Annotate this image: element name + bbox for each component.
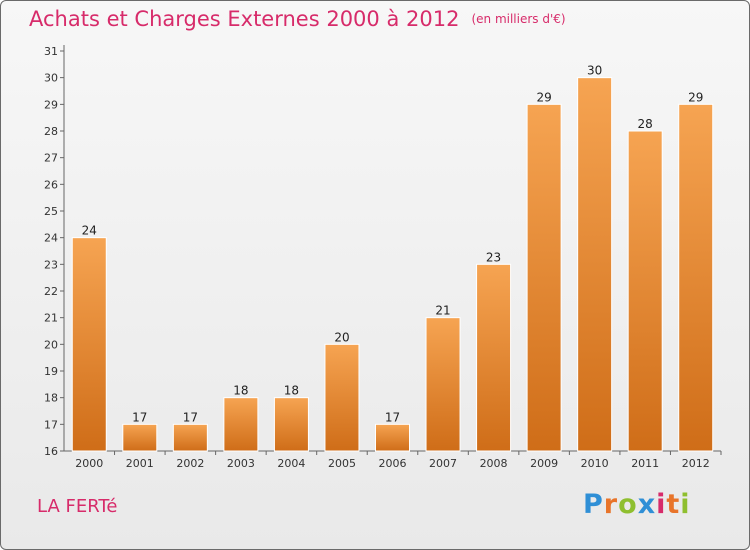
data-label-2000: 24 xyxy=(82,224,97,238)
bar-2002 xyxy=(172,423,208,452)
chart-title: Achats et Charges Externes 2000 à 2012 (e… xyxy=(29,7,566,31)
bar-2005 xyxy=(324,343,360,452)
y-tick-label: 29 xyxy=(44,98,58,111)
x-tick-label: 2004 xyxy=(277,457,305,470)
data-label-2002: 17 xyxy=(183,410,198,424)
place-name: LA FERTé xyxy=(37,496,118,517)
axes: 16 17 18 19 20 21 22 23 24 25 26 27 28 29 30 31 2000 2001… xyxy=(44,45,722,470)
x-tick-label: 2003 xyxy=(227,457,255,470)
x-tick-label: 2006 xyxy=(379,457,407,470)
y-tick-label: 26 xyxy=(44,178,58,191)
data-label-2006: 17 xyxy=(385,410,400,424)
data-label-2005: 20 xyxy=(334,330,349,344)
data-label-2012: 29 xyxy=(688,90,703,104)
x-tick-label: 2001 xyxy=(126,457,154,470)
y-tick-label: 30 xyxy=(44,72,58,85)
proxiti-logo: Proxiti xyxy=(583,489,691,520)
bar-2006 xyxy=(375,423,410,452)
x-tick-label: 2010 xyxy=(581,457,609,470)
bar-2012 xyxy=(678,103,714,452)
y-tick-label: 21 xyxy=(44,312,58,325)
y-tick-label: 27 xyxy=(44,152,58,165)
x-tick-label: 2002 xyxy=(176,457,204,470)
x-tick-label: 2012 xyxy=(682,457,710,470)
x-tick-label: 2007 xyxy=(429,457,457,470)
bar-2000 xyxy=(71,237,107,452)
x-tick-label: 2011 xyxy=(631,457,659,470)
bar-2008 xyxy=(476,263,512,452)
chart-title-text: Achats et Charges Externes 2000 à 2012 xyxy=(29,7,460,31)
y-tick-label: 19 xyxy=(44,365,58,378)
data-labels: 24 17 17 18 18 20 17 21 23 29 30 28 29 xyxy=(82,64,704,425)
y-tick-label: 23 xyxy=(44,258,58,271)
y-tick-label: 18 xyxy=(44,392,58,405)
data-label-2008: 23 xyxy=(486,250,501,264)
x-tick-label: 2009 xyxy=(530,457,558,470)
data-label-2011: 28 xyxy=(638,117,653,131)
y-tick-label: 17 xyxy=(44,418,58,431)
bar-2003 xyxy=(223,397,259,452)
x-tick-label: 2008 xyxy=(480,457,508,470)
x-tick-label: 2000 xyxy=(75,457,103,470)
bar-2009 xyxy=(526,103,562,452)
data-label-2009: 29 xyxy=(536,90,551,104)
data-label-2004: 18 xyxy=(284,384,299,398)
y-tick-label: 25 xyxy=(44,205,58,218)
chart-subtitle: (en milliers d'€) xyxy=(471,12,566,26)
bar-2010 xyxy=(577,77,613,452)
y-tick-label: 16 xyxy=(44,445,58,458)
y-tick-label: 22 xyxy=(44,285,58,298)
x-tick-label: 2005 xyxy=(328,457,356,470)
data-label-2007: 21 xyxy=(435,304,450,318)
data-label-2003: 18 xyxy=(233,384,248,398)
data-label-2001: 17 xyxy=(132,410,147,424)
bars xyxy=(71,77,714,452)
bar-2007 xyxy=(425,317,461,452)
bar-2011 xyxy=(627,130,663,452)
y-tick-label: 20 xyxy=(44,338,58,351)
bar-2001 xyxy=(122,423,158,452)
data-label-2010: 30 xyxy=(587,64,602,78)
bar-2004 xyxy=(273,397,309,452)
y-tick-label: 28 xyxy=(44,125,58,138)
y-tick-label: 24 xyxy=(44,232,58,245)
y-tick-label: 31 xyxy=(44,45,58,58)
